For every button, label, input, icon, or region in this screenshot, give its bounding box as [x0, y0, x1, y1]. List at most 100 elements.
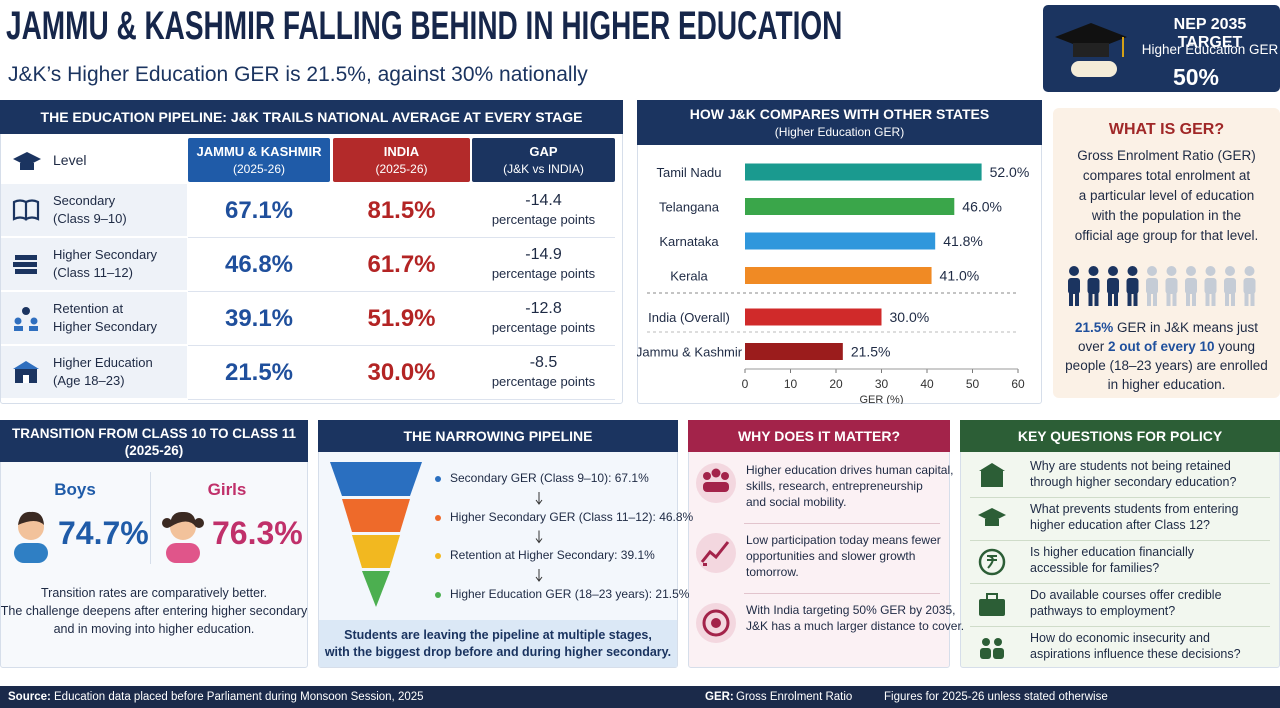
ger-note: 21.5% GER in J&K means just over 2 out o…: [1063, 318, 1270, 394]
gap-value: -12.8: [525, 300, 562, 317]
ger-description: official age group for that level.: [1074, 228, 1259, 243]
why-separator: [744, 523, 940, 524]
icon-part: [14, 511, 48, 563]
icon-part: [13, 361, 39, 369]
funnel-footer: Students are leaving the pipeline at mul…: [319, 620, 677, 667]
icon-part: [1225, 266, 1235, 276]
icon-part: [1224, 278, 1236, 294]
india-value: 61.7%: [367, 251, 436, 278]
ger-description: with the population in the: [1091, 208, 1242, 223]
icon-part: [1069, 292, 1073, 306]
icon-part: [1114, 292, 1118, 306]
icon: [12, 305, 40, 338]
icon-part: [1088, 292, 1093, 306]
icon-part: [979, 463, 1005, 471]
icon-part: [1166, 292, 1171, 306]
icon-part: [702, 609, 730, 637]
icon: [977, 504, 1007, 539]
icon-part: [330, 462, 422, 496]
funnel-stage: Higher Education GER (18–23 years): 21.5…: [450, 586, 690, 601]
gap-unit: percentage points: [491, 374, 596, 389]
icon-part: [985, 519, 999, 526]
policy-question: Is higher education financially: [1030, 545, 1194, 559]
funnel-footer-line: with the biggest drop before and during …: [324, 645, 672, 659]
transition-title: TRANSITION FROM CLASS 10 TO CLASS 11: [11, 426, 297, 441]
icon-part: [166, 543, 200, 563]
transition-note: Transition rates are comparatively bette…: [40, 586, 268, 600]
row-separator: [188, 345, 615, 346]
funnel-title: THE NARROWING PIPELINE: [318, 420, 678, 452]
icon-part: [535, 538, 543, 544]
icon-part: [13, 361, 39, 383]
ger-panel: [1053, 108, 1280, 398]
value-label: 52.0%: [990, 164, 1030, 180]
icon-part: [1166, 266, 1177, 276]
icon-part: [13, 152, 41, 166]
x-tick-label: 50: [966, 377, 980, 391]
value-label: 21.5%: [851, 344, 891, 360]
why-text: Low participation today means fewer: [746, 533, 941, 547]
icon-part: [12, 199, 40, 221]
why-text: J&K has a much larger distance to cover.: [746, 619, 965, 633]
icon-part: [1225, 292, 1229, 306]
bar: [745, 267, 932, 284]
icon-part: [1211, 292, 1216, 306]
icon-part: [980, 638, 1004, 659]
value-label: 41.8%: [943, 233, 983, 249]
row-level-cell: [1, 184, 187, 236]
row-separator: [188, 237, 615, 238]
icon-part: [1172, 292, 1177, 306]
value-label: 46.0%: [962, 199, 1002, 215]
icon-part: [1127, 292, 1132, 306]
icon: [328, 462, 424, 613]
icon-part: [978, 548, 1006, 576]
icon-part: [1107, 278, 1119, 294]
target-label: NEP 2035 TARGET: [1173, 16, 1247, 51]
icon-part: [1185, 278, 1197, 294]
transition-header: TRANSITION FROM CLASS 10 TO CLASS 11 (202…: [0, 420, 308, 462]
x-axis-label: GER (%): [860, 394, 904, 404]
bar: [745, 198, 955, 215]
icon-part: [721, 472, 729, 480]
icon-part: [13, 255, 37, 274]
icon-part: [993, 648, 1004, 659]
gap-unit: percentage points: [491, 320, 596, 335]
icon-part: [1147, 292, 1151, 306]
icon-part: [702, 609, 730, 637]
footer-label: GER:: [705, 691, 734, 703]
icon-part: [1165, 278, 1178, 294]
column-subheader: (J&K vs INDIA): [503, 162, 584, 176]
footer-bar: [0, 686, 1280, 708]
ger-note-value: 21.5%: [1074, 320, 1114, 335]
icon-part: [1244, 266, 1255, 276]
category-label: India (Overall): [648, 310, 730, 325]
policy-question: higher education after Class 12?: [1030, 518, 1210, 532]
row-level: Higher Secondary: [53, 247, 158, 262]
why-text: tomorrow.: [746, 565, 799, 579]
jk-value: 21.5%: [224, 359, 294, 386]
row-level: Higher Secondary: [53, 319, 158, 334]
policy-question: accessible for families?: [1030, 561, 1160, 575]
icon: [12, 150, 42, 179]
icon: [977, 633, 1007, 668]
row-level: (Age 18–23): [53, 373, 125, 388]
row-level: Secondary: [53, 193, 116, 208]
jk-value: 67.1%: [224, 197, 294, 224]
value-label: 41.0%: [940, 268, 980, 284]
icon-part: [194, 518, 204, 528]
column-header-box: JAMMU & KASHMIR (2025-26): [188, 138, 330, 182]
gap-value: -14.4: [525, 192, 562, 209]
row-separator: [188, 399, 615, 400]
icon-part: [1204, 278, 1217, 294]
transition-note: and in moving into higher education.: [53, 622, 255, 636]
icon-part: [978, 548, 1006, 576]
policy-separator: [970, 583, 1270, 584]
why-text: With India targeting 50% GER by 2035,: [746, 603, 956, 617]
stage-dot: [435, 476, 441, 482]
table-title: THE EDUCATION PIPELINE: J&K TRAILS NATIO…: [0, 100, 623, 134]
icon-part: [18, 511, 44, 525]
icon-part: [14, 307, 38, 331]
india-value: 30.0%: [367, 359, 436, 386]
icon-part: [703, 472, 711, 480]
policy-question: aspirations influence these decisions?: [1030, 647, 1241, 661]
